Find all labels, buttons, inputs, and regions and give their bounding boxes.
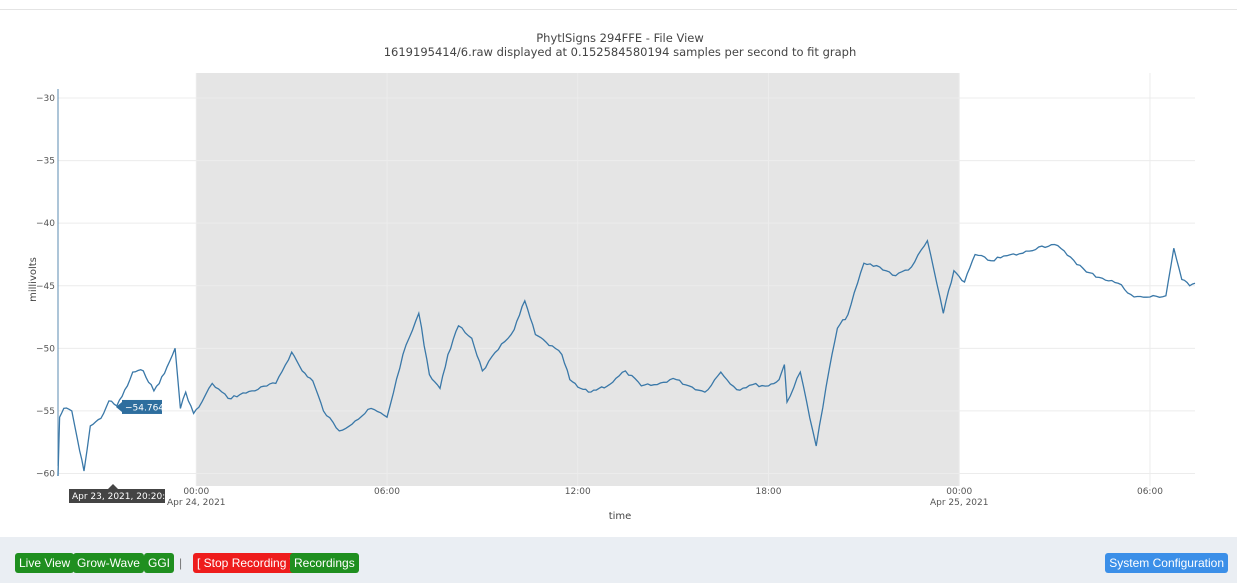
y-tick-label: −35 [36,157,55,167]
x-tick-time: 00:00 [946,487,972,497]
x-tick-time: 06:00 [374,487,400,497]
ggi-button[interactable]: GGI [144,553,175,573]
chart-title: PhytlSigns 294FFE - File View [536,31,704,45]
y-gridlines [58,97,1195,474]
stop-recording-button[interactable]: [ Stop Recording ] [193,553,298,573]
y-axis-ticks: −30 −35 −40 −45 −50 −55 −60 [36,94,55,479]
y-tick-label: −30 [36,94,55,104]
x-tick-date: Apr 25, 2021 [930,498,989,508]
y-tick-label: −55 [36,407,55,417]
y-tick-label: −60 [36,469,55,479]
live-view-button[interactable]: Live View [15,553,75,573]
y-tick-label: −40 [36,219,55,229]
recordings-button[interactable]: Recordings [290,553,359,573]
bottom-toolbar: Live View Grow-Wave GGI | [ Stop Recordi… [0,537,1237,583]
hover-time-text: Apr 23, 2021, 20:20:13 [72,492,177,502]
grow-wave-button[interactable]: Grow-Wave [73,553,144,573]
y-tick-label: −50 [36,344,55,354]
x-tick-time: 12:00 [565,487,591,497]
x-tick-time: 00:00 [183,487,209,497]
y-tick-label: −45 [36,282,55,292]
y-axis-label: millivolts [28,257,39,302]
system-configuration-button[interactable]: System Configuration [1105,553,1228,573]
toolbar-separator: | [179,556,183,570]
hover-value-tooltip: −54.7645 [116,399,170,414]
x-tick-time: 18:00 [756,487,782,497]
chart-subtitle: 1619195414/6.raw displayed at 0.15258458… [384,45,857,59]
x-tick-date: Apr 24, 2021 [167,498,226,508]
x-tick-time: 06:00 [1137,487,1163,497]
x-gridlines [195,73,1151,486]
hover-value-text: −54.7645 [125,403,170,413]
hover-time-tooltip: Apr 23, 2021, 20:20:13 [69,484,177,503]
x-axis-label: time [609,511,632,522]
series-line[interactable] [57,238,1196,477]
top-divider [0,9,1237,10]
